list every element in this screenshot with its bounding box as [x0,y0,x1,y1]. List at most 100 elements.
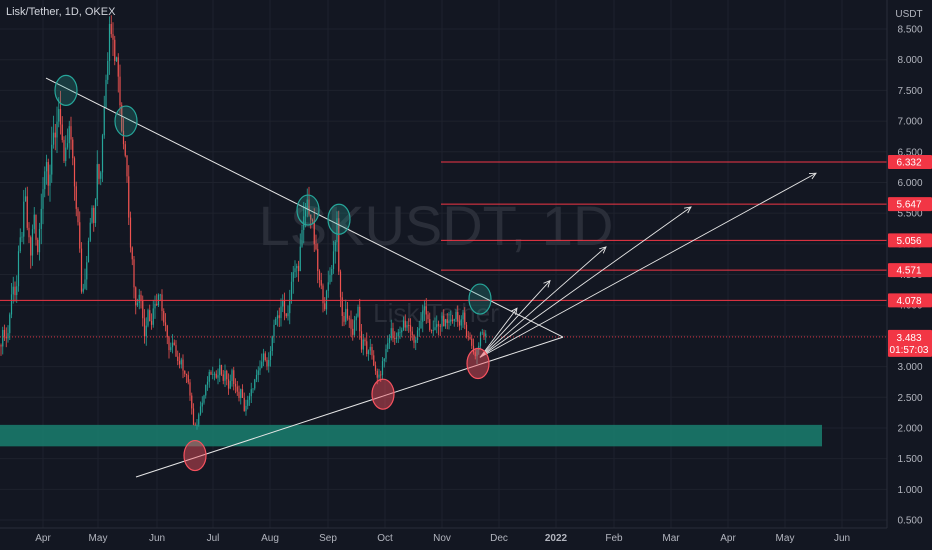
candle-body [203,395,205,403]
candle-body [469,337,471,339]
candle-body [170,347,172,351]
candle-body [322,285,324,304]
candle-body [287,313,289,317]
candle-body [17,251,20,287]
projection-arrow [479,246,607,358]
candle-body [145,325,147,337]
candle-body [483,332,485,337]
candle-body [485,333,487,337]
candle-body [308,199,310,215]
projection-arrow [479,307,518,358]
candle-body [199,406,202,415]
arrow-head [543,279,551,288]
candle-body [14,286,16,296]
candle-body [143,318,146,337]
candle-body [406,325,408,328]
candle-body [220,364,223,375]
candle-body [394,338,396,339]
candle-body [457,312,459,322]
candle-body [100,172,102,179]
candle-body [397,332,399,337]
candle-body [147,310,149,326]
price-tick-label: 2.000 [897,423,922,434]
candle-body [334,242,336,252]
swing-high-marker [327,203,351,235]
candle-body [175,345,177,357]
candle-body [297,265,300,272]
candle-body [336,218,338,243]
price-tick-label: 8.500 [897,25,922,36]
candle-body [360,331,363,350]
candle-body [24,196,27,202]
price-tick-label: 1.000 [897,485,922,496]
candle-body [184,370,186,374]
candle-body [136,303,139,306]
time-axis[interactable]: Apr May Jun Jul Aug Sep Oct Nov Dec 2022 Feb Mar Apr… [0,527,887,550]
candle-body [226,370,228,380]
candle-body [194,424,196,426]
projection-arrow [479,280,551,358]
candle-body [16,286,18,296]
candle-body [19,237,21,252]
candle-body [423,306,426,311]
candle-body [359,306,361,332]
swing-low-marker [371,378,395,410]
candle-body [390,328,392,339]
time-tick-label: Feb [605,533,623,544]
candle-body [296,265,298,269]
candle-body [117,57,119,77]
candle-body [38,228,41,253]
candle-body [460,319,462,326]
candle-body [91,207,93,223]
swing-high-marker [296,194,320,226]
price-tick-label: 8.000 [897,55,922,66]
candle-body [129,217,132,248]
candle-body [238,391,240,398]
candle-body [346,308,349,319]
support-zone [0,424,822,447]
time-axis-background [0,528,887,550]
candle-body [219,364,221,376]
last-price-label: 3.483 [896,333,921,344]
candle-body [331,268,333,276]
candle-body [294,268,296,273]
candle-body [436,324,438,328]
level-price-badge [888,233,932,248]
candle-body [420,321,422,329]
candle-body [395,336,398,339]
candle-body [51,144,53,175]
candle-body [422,310,424,322]
candle-body [66,143,69,148]
candle-body [311,219,314,221]
candle-body [357,306,359,317]
candle-body [93,207,95,223]
candle-body [121,105,123,131]
candle-body [472,345,475,353]
candle-body [86,262,88,280]
bar-countdown-label: 01:57:03 [890,345,929,356]
candle-body [73,158,76,187]
candle-body [122,130,125,145]
candle-body [409,325,412,332]
candle-body [72,139,74,159]
candle-body [103,107,105,136]
candle-body [283,299,286,314]
candle-body [306,199,308,211]
watermark-name: Lisk/Tether [373,298,499,328]
candle-body [131,247,133,260]
candle-body [58,109,60,122]
candle-body [301,229,303,247]
candle-body [371,347,373,356]
candle-body [108,24,111,61]
candle-body [446,319,448,324]
candle-body [268,359,270,367]
support-zone-rect [0,424,822,447]
candle-body [187,375,189,383]
price-levels [0,161,887,338]
price-tick-label: 2.500 [897,393,922,404]
price-axis[interactable]: USDT0.5001.0001.5002.0002.5003.0003.5004… [886,0,932,550]
level-price-badge [888,197,932,212]
candle-body [124,144,126,156]
